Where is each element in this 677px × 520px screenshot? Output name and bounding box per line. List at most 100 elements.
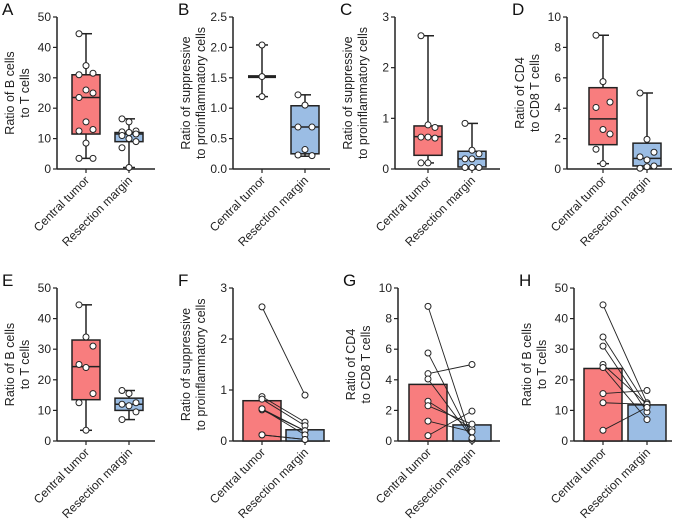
data-point: [75, 127, 83, 135]
y-tick-label: 2: [382, 61, 389, 75]
data-point: [301, 391, 309, 399]
y-tick-label: 3: [220, 281, 227, 295]
data-point: [424, 349, 432, 357]
data-point: [431, 123, 439, 131]
paired-sample: [424, 361, 476, 378]
y-axis-label-line: to CD8 T cells: [528, 54, 542, 132]
box-central-tumor: [71, 301, 101, 434]
data-point: [118, 400, 126, 408]
pair-line: [427, 306, 473, 441]
y-axis-label-line: to proinflammatory cells: [356, 27, 370, 159]
y-tick-label: 3: [382, 10, 389, 24]
panel-c: C Ratio of suppressiveto proinflammatory …: [340, 0, 500, 249]
data-point: [82, 333, 90, 341]
data-point: [643, 387, 651, 395]
y-tick-label: 30: [38, 71, 52, 85]
box-central-tumor: [71, 30, 101, 162]
y-tick-label: 10: [38, 132, 52, 146]
data-point: [475, 163, 483, 171]
data-point: [89, 390, 97, 398]
y-tick-label: 20: [38, 101, 52, 115]
data-point: [82, 139, 90, 147]
data-point: [468, 155, 476, 163]
data-point: [258, 405, 266, 413]
panel-label: C: [340, 0, 352, 19]
data-point: [592, 31, 600, 39]
panel-label: B: [178, 0, 189, 19]
data-point: [424, 402, 432, 410]
y-axis-label: Ratio of suppressiveto proinflammatory c…: [341, 27, 370, 159]
panel-label: G: [343, 271, 356, 290]
pair-line: [602, 402, 648, 405]
y-axis-label-line: Ratio of suppressive: [341, 36, 355, 149]
data-point: [258, 431, 266, 439]
y-axis-label-line: Ratio of B cells: [3, 51, 17, 134]
box-resection-margin: [114, 115, 144, 171]
y-tick-label: 6: [554, 71, 561, 85]
pair-line: [427, 364, 473, 375]
data-point: [75, 301, 83, 309]
data-point: [118, 132, 126, 140]
y-axis-label-line: to T cells: [535, 340, 549, 390]
data-point: [258, 93, 266, 101]
y-tick-label: 0: [561, 434, 568, 448]
y-tick-label: 40: [38, 312, 52, 326]
data-point: [132, 399, 140, 407]
data-point: [118, 115, 126, 123]
data-point: [468, 420, 476, 428]
y-axis-label: Ratio of B cellsto T cells: [3, 51, 32, 134]
panel-b: B Ratio of suppressiveto proinflammatory …: [178, 0, 330, 249]
pair-line: [602, 304, 648, 403]
y-tick-label: 2.0: [210, 40, 227, 54]
pair-line: [261, 396, 306, 423]
paired-sample: [424, 417, 476, 436]
y-tick-label: 0: [382, 162, 389, 176]
pair-line: [602, 364, 648, 405]
data-point: [258, 395, 266, 403]
box-resection-margin: [457, 119, 487, 171]
pair-line: [602, 345, 648, 413]
data-point: [308, 152, 316, 160]
data-point: [468, 361, 476, 368]
paired-sample: [258, 303, 309, 399]
panel-label: H: [519, 271, 531, 290]
data-point: [125, 118, 133, 126]
data-point: [294, 91, 302, 99]
y-axis-label-line: to proinflammatory cells: [194, 299, 208, 431]
data-point: [636, 164, 644, 172]
data-point: [606, 130, 614, 138]
pair-line: [602, 390, 648, 395]
box: [290, 105, 320, 155]
data-point: [125, 390, 133, 398]
y-tick-label: 50: [38, 10, 52, 24]
panel-label: F: [178, 271, 188, 290]
data-point: [468, 407, 476, 415]
y-tick-label: 2: [220, 332, 227, 346]
box-central-tumor: [588, 31, 618, 168]
y-tick-label: 50: [555, 281, 569, 295]
y-tick-label: 30: [555, 342, 569, 356]
data-point: [643, 403, 651, 411]
pair-line: [602, 336, 648, 407]
paired-sample: [424, 407, 476, 440]
y-axis-label-line: to T cells: [18, 340, 32, 390]
box-resection-margin: [114, 387, 144, 424]
y-tick-label: 2: [554, 132, 561, 146]
box-central-tumor: [413, 32, 443, 167]
data-point: [468, 146, 476, 154]
data-point: [89, 342, 97, 350]
data-point: [650, 162, 658, 170]
data-point: [592, 103, 600, 111]
y-axis-label: Ratio of suppressiveto proinflammatory c…: [179, 27, 208, 159]
data-point: [636, 89, 644, 97]
y-tick-label: 0.5: [210, 132, 227, 146]
y-tick-label: 1.0: [210, 101, 227, 115]
pair-line: [261, 398, 306, 427]
data-point: [82, 62, 90, 70]
data-point: [125, 163, 133, 171]
y-axis-label-line: to T cells: [18, 68, 32, 118]
y-axis-label-line: Ratio of B cells: [520, 323, 534, 406]
data-point: [424, 133, 432, 141]
